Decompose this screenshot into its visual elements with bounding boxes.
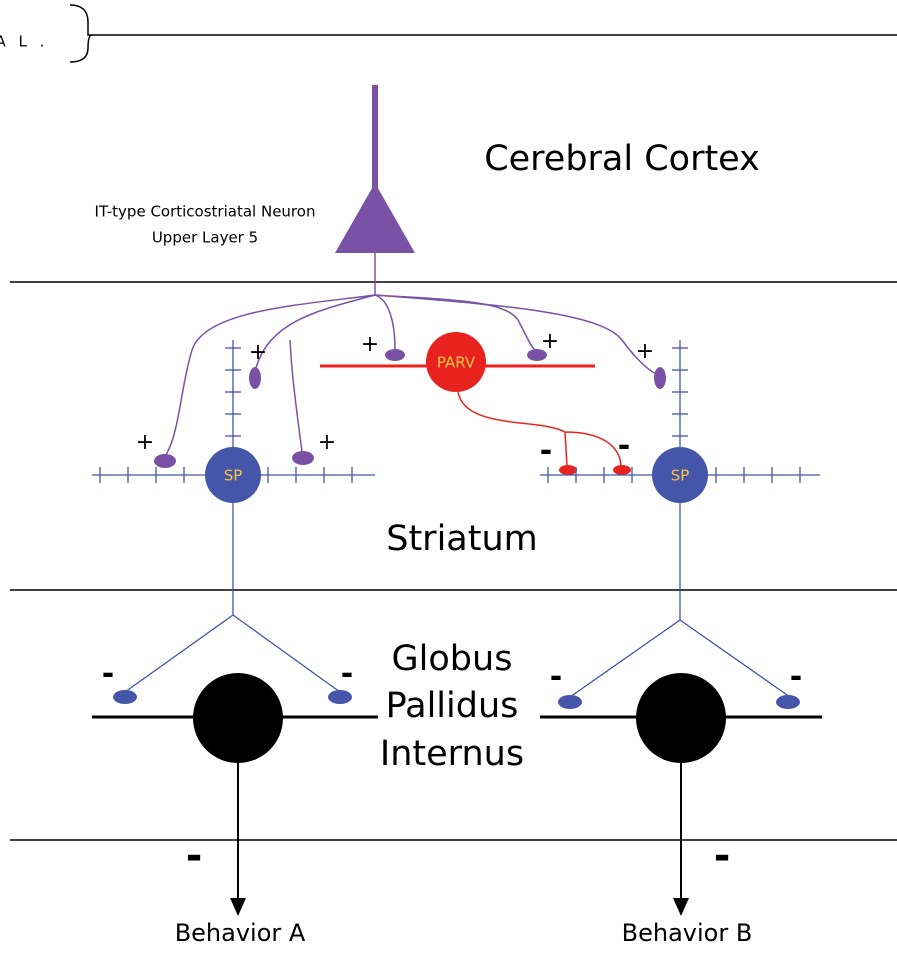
header-text: A L .: [0, 33, 48, 51]
sign: -: [102, 657, 114, 692]
sign: -: [790, 660, 802, 695]
sign: -: [618, 429, 630, 464]
terminal: [328, 690, 352, 704]
sp-axon: [125, 500, 340, 692]
gpi-soma: [636, 673, 726, 763]
neuron-label: Upper Layer 5: [152, 229, 258, 247]
sign: +: [361, 332, 379, 357]
terminal: [385, 349, 405, 361]
sign: -: [550, 660, 562, 695]
arrowhead: [230, 898, 246, 916]
sign: -: [714, 833, 731, 879]
inhibitory-terminal: [613, 465, 631, 475]
inhibitory-terminal: [559, 465, 577, 475]
region-label: Pallidus: [386, 686, 519, 726]
axon-branch: [166, 295, 375, 455]
neuron-label: IT-type Corticostriatal Neuron: [95, 203, 316, 221]
output-label: Behavior A: [175, 919, 306, 947]
output-label: Behavior B: [622, 919, 753, 947]
region-label: Cerebral Cortex: [484, 139, 760, 179]
region-label: Internus: [380, 734, 524, 774]
axon-branch: [375, 295, 656, 374]
arrowhead: [673, 898, 689, 916]
terminal: [558, 695, 582, 709]
sign: +: [541, 329, 559, 354]
cell-label: SP: [671, 467, 690, 485]
terminal: [292, 451, 314, 465]
sp-axon: [570, 500, 790, 697]
cell-label: PARV: [437, 354, 476, 372]
diagram: A L . PARV: [0, 0, 897, 955]
region-label: Striatum: [386, 519, 538, 559]
sign: +: [249, 340, 267, 365]
sign: +: [318, 430, 336, 455]
sign: +: [636, 339, 654, 364]
terminal: [113, 690, 137, 704]
sign: +: [136, 430, 154, 455]
sign: -: [186, 833, 203, 879]
terminal: [249, 367, 261, 389]
pyramidal-neuron: [335, 183, 415, 253]
terminal: [654, 367, 666, 389]
gpi-soma: [193, 673, 283, 763]
axon-branch: [290, 340, 302, 452]
cell-label: SP: [224, 467, 243, 485]
region-label: Globus: [392, 639, 513, 679]
terminal: [776, 695, 800, 709]
axon-branch: [256, 295, 375, 368]
header-bracket: [70, 5, 92, 62]
sign: -: [341, 657, 353, 692]
cortical-axon: [166, 253, 656, 455]
terminal: [154, 454, 176, 468]
sign: -: [540, 434, 552, 469]
